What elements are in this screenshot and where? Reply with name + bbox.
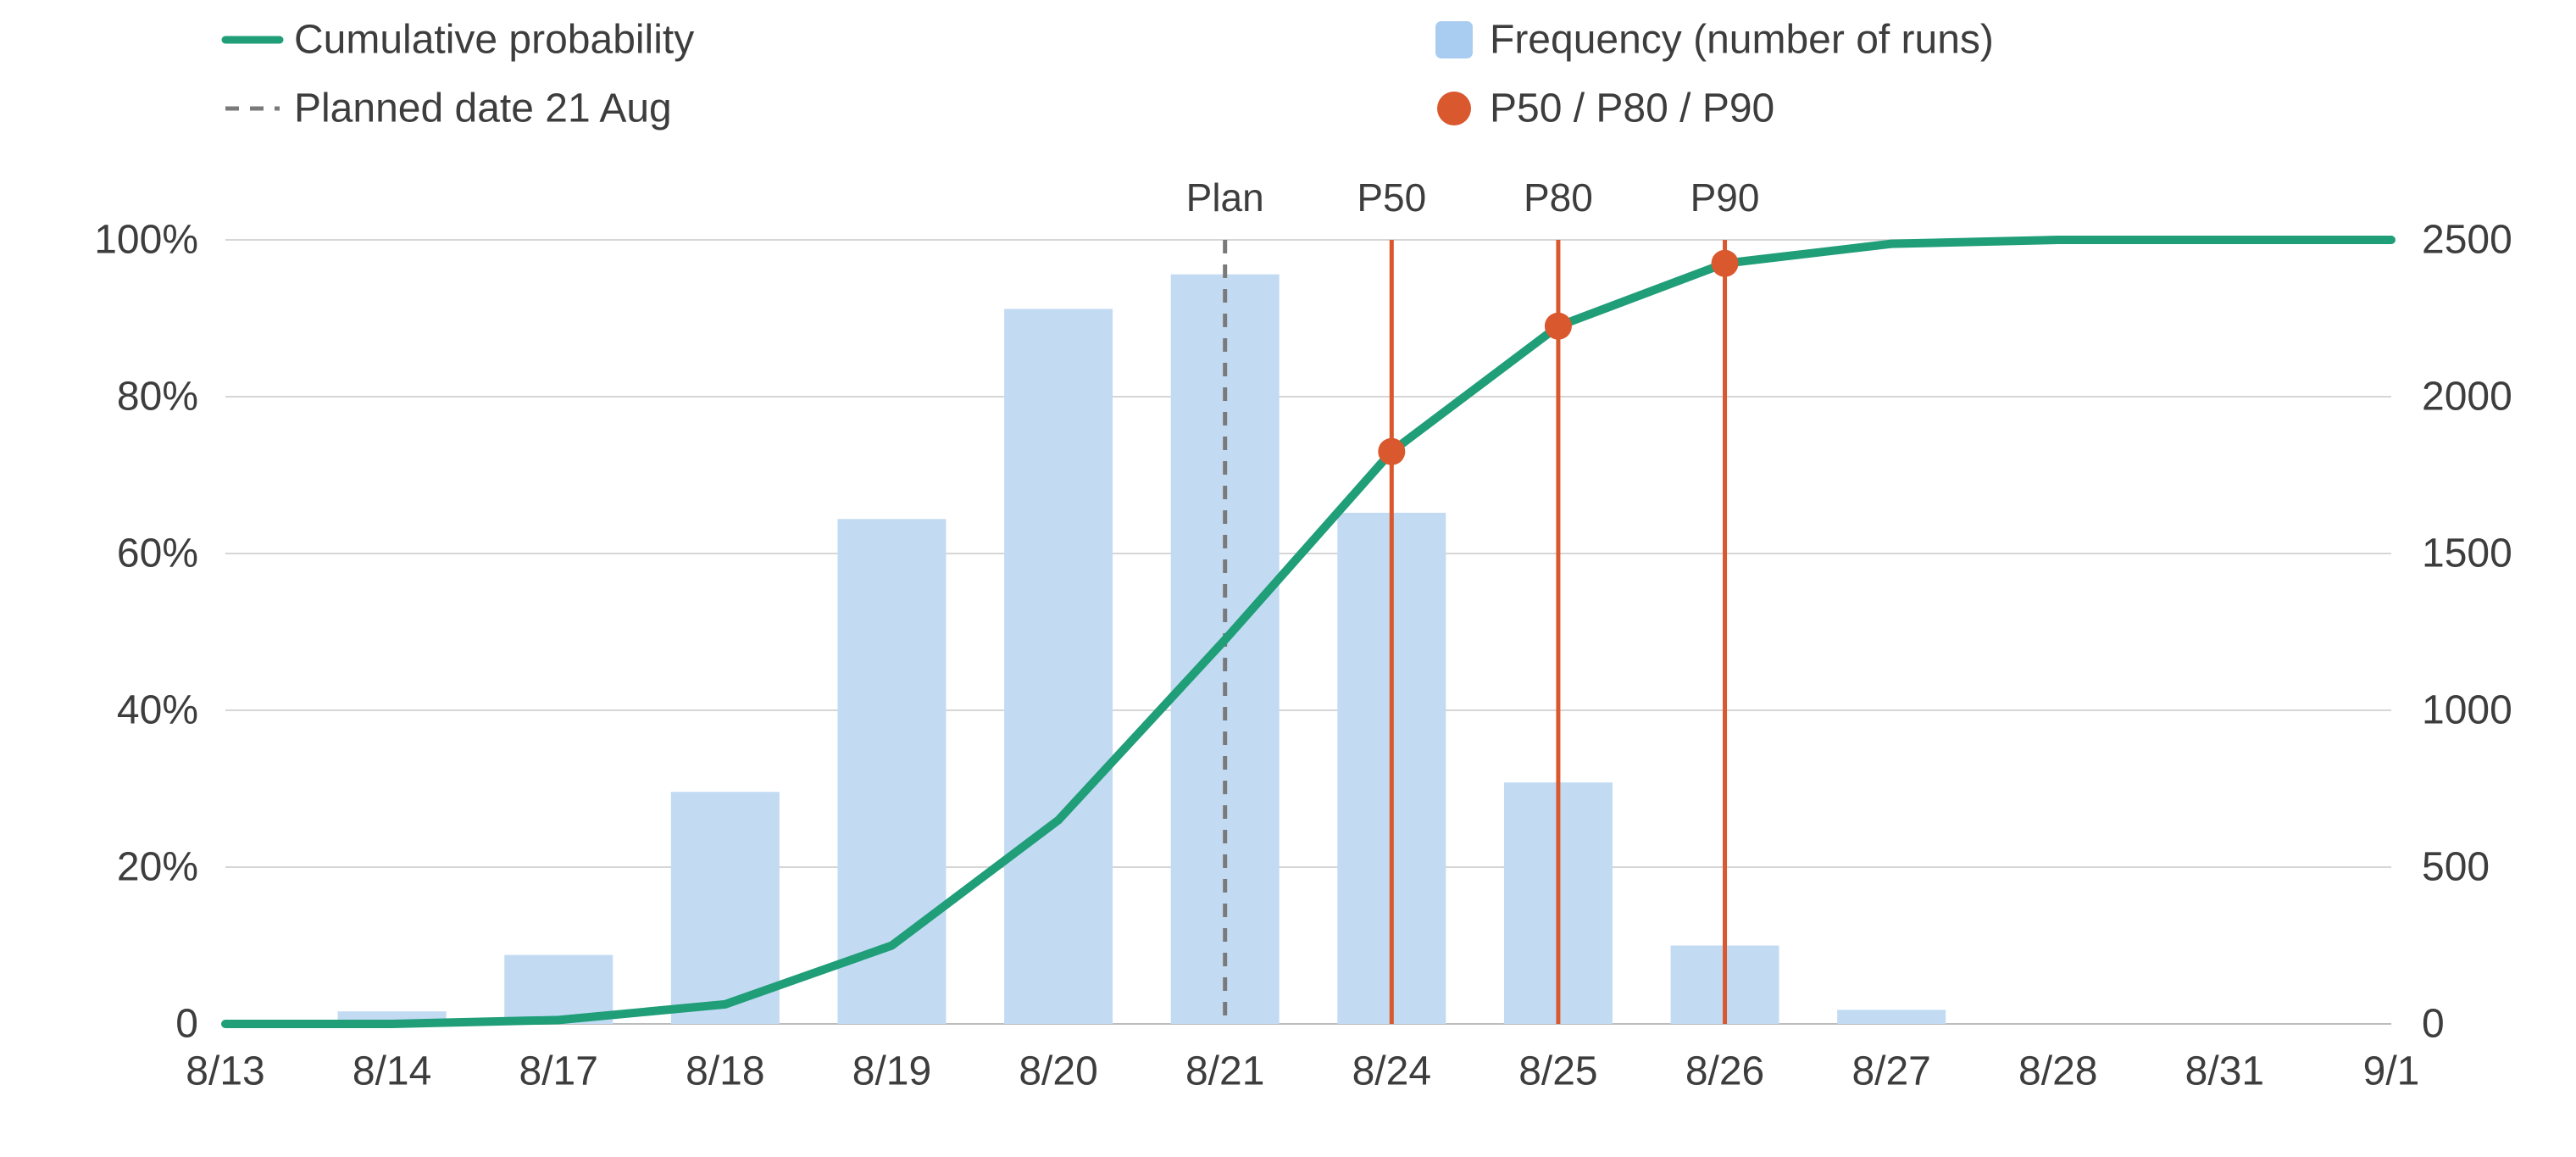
frequency-bar [1004, 309, 1113, 1024]
y-left-tick-label: 100% [94, 218, 198, 263]
y-right-tick-label: 2500 [2422, 218, 2512, 263]
cumulative-probability-line [221, 236, 2396, 1028]
percentile-point [1711, 249, 1739, 277]
frequency-bar [670, 792, 780, 1024]
legend-label-percentiles: P50 / P80 / P90 [1490, 86, 1774, 131]
y-left-tick-label: 80% [117, 375, 198, 420]
legend-label-cumulative: Cumulative probability [294, 18, 694, 63]
x-tick-label: 8/17 [519, 1049, 598, 1094]
reference-lines: Plan P50 P80 P90 [1186, 175, 1760, 1024]
x-tick-label: 8/19 [852, 1049, 931, 1094]
y-right-tick-label: 1500 [2422, 531, 2512, 576]
y-left-tick-label: 20% [117, 845, 198, 890]
percentile-point [1544, 312, 1572, 340]
gridlines [225, 239, 2391, 1025]
x-tick-label: 8/28 [2018, 1049, 2097, 1094]
y-right-tick-label: 1000 [2422, 688, 2512, 733]
y-right-tick-label: 0 [2422, 1002, 2445, 1047]
frequency-bar [1837, 1010, 1946, 1024]
x-tick-label: 8/21 [1185, 1049, 1264, 1094]
x-tick-label: 8/14 [353, 1049, 431, 1094]
x-tick-label: 8/13 [186, 1049, 264, 1094]
x-tick-label: 8/27 [1852, 1049, 1930, 1094]
y-left-tick-label: 0 [175, 1002, 198, 1047]
y-left-tick-label: 60% [117, 531, 198, 576]
x-tick-label: 8/26 [1685, 1049, 1764, 1094]
x-tick-label: 8/25 [1518, 1049, 1597, 1094]
y-left-tick-label: 40% [117, 688, 198, 733]
cumulative-line [221, 236, 2396, 1028]
legend-label-plan: Planned date 21 Aug [294, 86, 672, 131]
percentile-label: P80 [1524, 175, 1593, 220]
y-right-tick-label: 2000 [2422, 375, 2512, 420]
y-right-tick-label: 500 [2422, 845, 2490, 890]
frequency-bar [837, 519, 947, 1024]
axes: 0 20% 40% 60% 80% 100% 0 500 1000 1500 2000 2500 8/1… [94, 218, 2512, 1094]
x-tick-label: 9/1 [2363, 1049, 2420, 1094]
legend-label-frequency: Frequency (number of runs) [1490, 18, 1994, 63]
percentile-points [1378, 249, 1739, 465]
plan-label: Plan [1186, 175, 1264, 220]
legend: Cumulative probability Planned date 21 Au… [221, 18, 1994, 131]
legend-bar-swatch [1435, 21, 1473, 58]
percentile-point [1378, 437, 1406, 465]
x-tick-label: 8/20 [1019, 1049, 1097, 1094]
percentile-label: P90 [1690, 175, 1760, 220]
x-tick-label: 8/31 [2185, 1049, 2264, 1094]
legend-percentile-swatch [1437, 92, 1471, 125]
percentile-label: P50 [1357, 175, 1426, 220]
frequency-bars [337, 274, 1946, 1024]
x-tick-label: 8/18 [686, 1049, 764, 1094]
x-tick-label: 8/24 [1352, 1049, 1431, 1094]
